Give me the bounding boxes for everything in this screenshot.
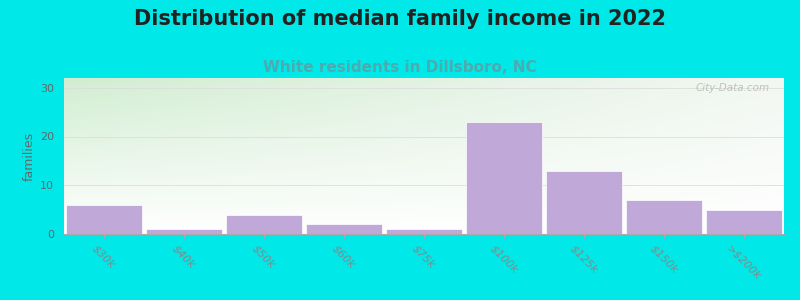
- Bar: [706, 210, 782, 234]
- Bar: [386, 229, 462, 234]
- Bar: [546, 171, 622, 234]
- Bar: [146, 229, 222, 234]
- Y-axis label: families: families: [23, 131, 36, 181]
- Bar: [626, 200, 702, 234]
- Bar: [466, 122, 542, 234]
- Text: Distribution of median family income in 2022: Distribution of median family income in …: [134, 9, 666, 29]
- Text: White residents in Dillsboro, NC: White residents in Dillsboro, NC: [263, 60, 537, 75]
- Bar: [226, 214, 302, 234]
- Text: City-Data.com: City-Data.com: [695, 83, 770, 93]
- Bar: [66, 205, 142, 234]
- Bar: [306, 224, 382, 234]
